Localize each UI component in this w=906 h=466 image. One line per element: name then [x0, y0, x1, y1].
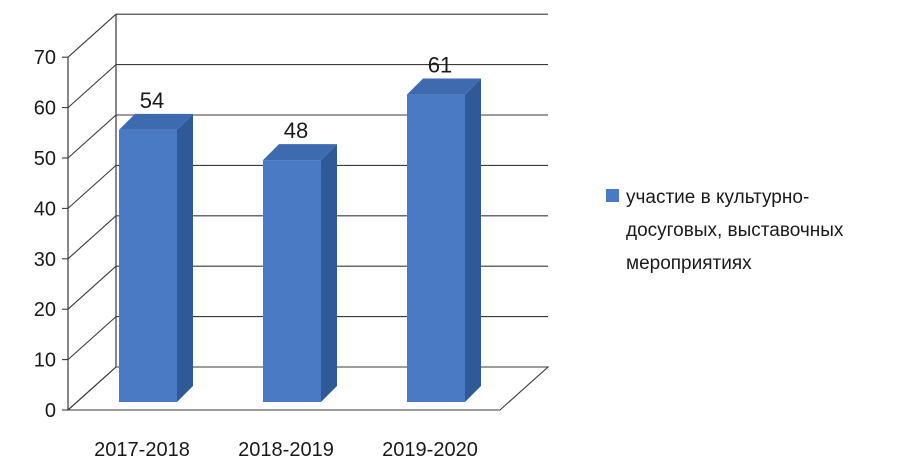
- bar-front: [263, 160, 321, 402]
- gridline-diagonal: [67, 316, 117, 361]
- bar-side: [465, 78, 481, 402]
- bar: [263, 144, 337, 402]
- x-tick-label: 2018-2019: [238, 439, 334, 461]
- bar-front: [119, 129, 177, 402]
- x-tick-label: 2017-2018: [94, 439, 190, 461]
- gridline-diagonal: [67, 114, 117, 159]
- bar-top: [263, 144, 337, 161]
- bar-top: [407, 78, 481, 95]
- gridline-diagonal: [67, 64, 117, 109]
- chart-labels: 0 10 20 30 40 50 60 70 54 2017-2018 48 2018-2019 61 2…: [34, 47, 478, 461]
- gridline-diagonal: [67, 164, 117, 209]
- bar-top: [119, 113, 193, 130]
- data-label: 48: [284, 118, 308, 143]
- chart-bars: [119, 78, 481, 402]
- x-tick-label: 2019-2020: [382, 439, 478, 461]
- data-label: 54: [140, 88, 164, 113]
- y-tick-label: 60: [34, 98, 56, 120]
- y-tick-label: 40: [34, 198, 56, 220]
- y-tick-label: 20: [34, 299, 56, 321]
- y-tick-label: 0: [45, 400, 56, 422]
- bar: [119, 113, 193, 402]
- legend-swatch: [606, 189, 619, 202]
- bar-side: [177, 113, 193, 402]
- chart-floor: [66, 366, 550, 411]
- gridline-diagonal: [67, 265, 117, 310]
- gridline-diagonal: [67, 13, 117, 58]
- gridline-diagonal: [67, 215, 117, 260]
- data-label: 61: [428, 53, 452, 78]
- bar: [407, 78, 481, 402]
- y-tick-label: 10: [34, 350, 56, 372]
- bar-front: [407, 94, 465, 402]
- bar-side: [321, 144, 337, 402]
- y-tick-label: 50: [34, 148, 56, 170]
- y-tick-label: 70: [34, 47, 56, 69]
- legend-series-label: участие в культурно-досуговых, выставочн…: [626, 187, 844, 274]
- y-tick-label: 30: [34, 249, 56, 271]
